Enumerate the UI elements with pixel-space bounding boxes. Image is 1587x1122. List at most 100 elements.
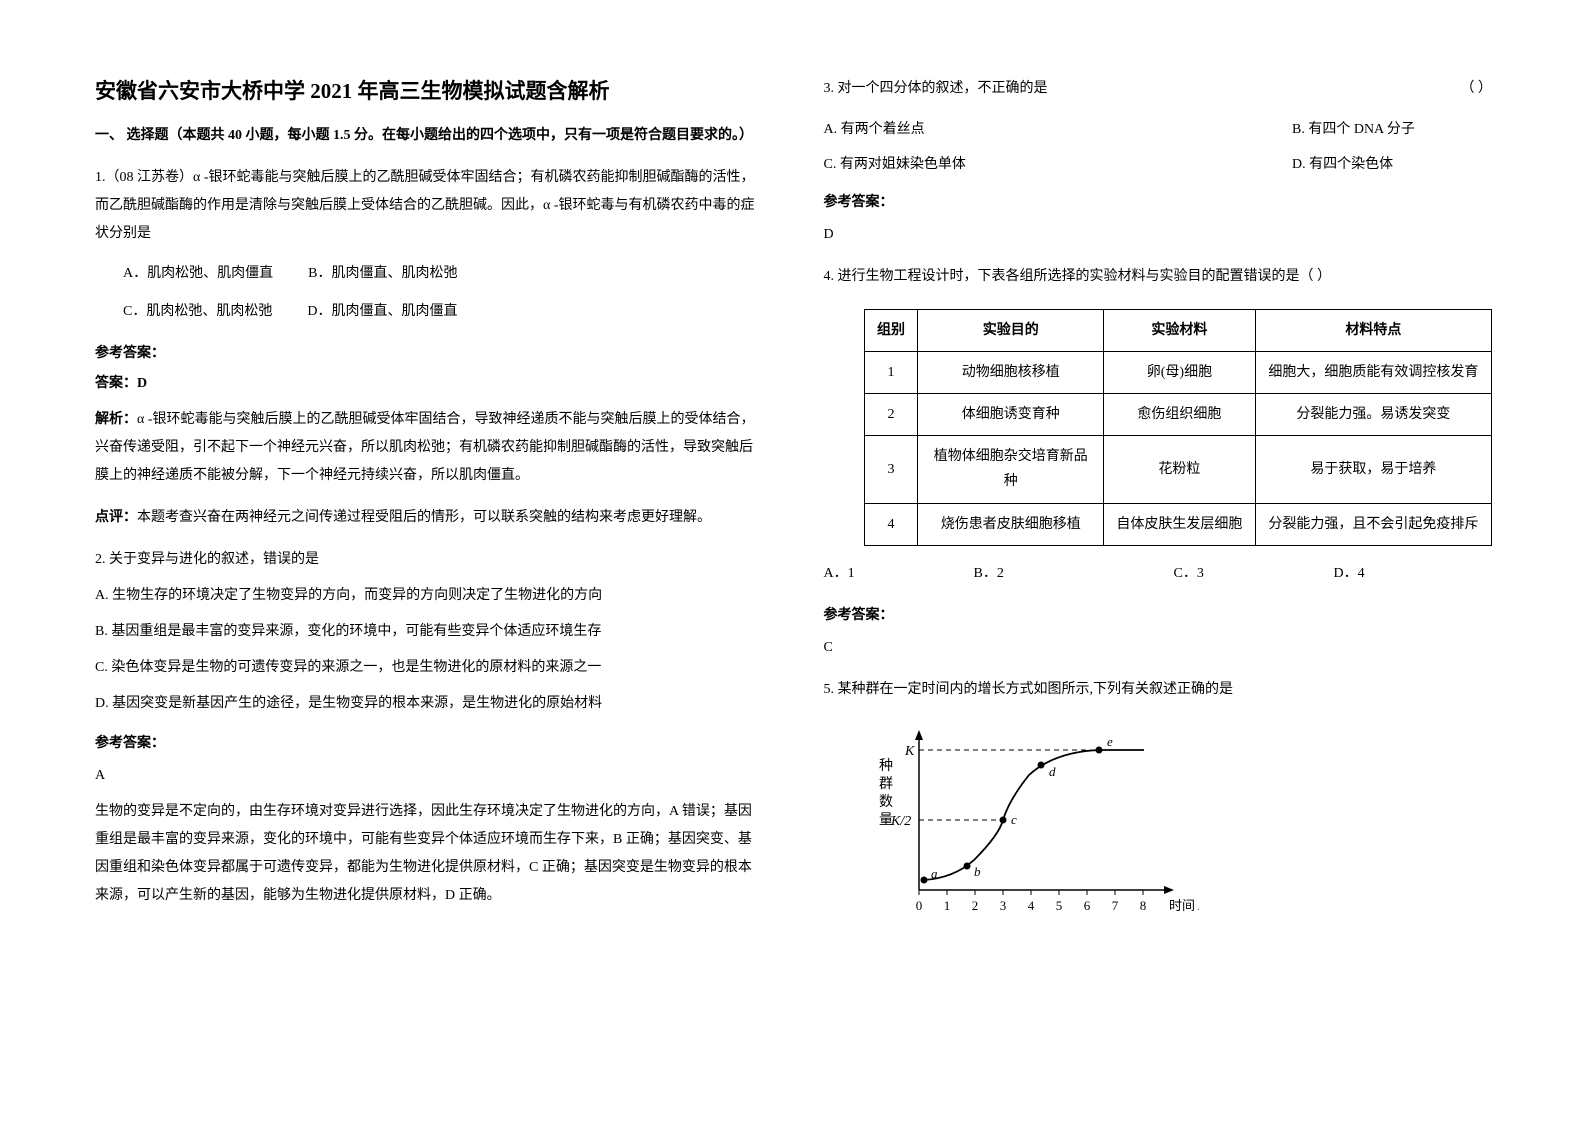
q1-options-row1: A．肌肉松弛、肌肉僵直 B．肌肉僵直、肌肉松弛 [95, 260, 764, 288]
q2-optD: D. 基因突变是新基因产生的途径，是生物变异的根本来源，是生物进化的原始材料 [95, 690, 764, 718]
td-feature: 细胞大，细胞质能有效调控核发育 [1255, 351, 1491, 393]
q3-paren: （ ） [1461, 75, 1493, 103]
q1-analysis-label: 解析： [95, 412, 137, 427]
td-feature: 分裂能力强。易诱发突变 [1255, 393, 1491, 435]
q4-optB: B．2 [974, 560, 1174, 588]
q2-answer-label: 参考答案： [95, 732, 764, 752]
left-column: 安徽省六安市大桥中学 2021 年高三生物模拟试题含解析 一、 选择题（本题共 … [95, 75, 764, 1047]
th-group: 组别 [864, 309, 918, 351]
q2-answer: A [95, 762, 764, 790]
q3-opts-row1: A. 有两个着丝点 B. 有四个 DNA 分子 [824, 115, 1493, 146]
q2-optA: A. 生物生存的环境决定了生物变异的方向，而变异的方向则决定了生物进化的方向 [95, 582, 764, 610]
q4-optD: D．4 [1334, 560, 1493, 588]
td-material: 愈伤组织细胞 [1104, 393, 1256, 435]
q1-optA: A．肌肉松弛、肌肉僵直 [123, 266, 273, 281]
q1-comment: 本题考查兴奋在两神经元之间传递过程受阻后的情形，可以联系突触的结构来考虑更好理解… [137, 510, 711, 525]
td-purpose: 植物体细胞杂交培育新品种 [918, 436, 1104, 503]
ylabel-0: 种 [879, 758, 893, 774]
q2-optC: C. 染色体变异是生物的可遗传变异的来源之一，也是生物进化的原材料的来源之一 [95, 654, 764, 682]
q2-analysis: 生物的变异是不定向的，由生存环境对变异进行选择，因此生存环境决定了生物进化的方向… [95, 798, 764, 910]
q1-answer: 答案：D [95, 372, 764, 392]
xtick-4: 4 [1027, 898, 1034, 913]
q1-text: 1.（08 江苏卷）α -银环蛇毒能与突触后膜上的乙酰胆碱受体牢固结合；有机磷农… [95, 164, 764, 248]
q3-optC: C. 有两对姐妹染色单体 [824, 150, 1293, 181]
x-label: 时间 / 年 [1169, 898, 1199, 913]
xtick-6: 6 [1083, 898, 1090, 913]
td-material: 自体皮肤生发层细胞 [1104, 503, 1256, 545]
q1-analysis-block: 解析：α -银环蛇毒能与突触后膜上的乙酰胆碱受体牢固结合，导致神经递质不能与突触… [95, 406, 764, 490]
th-material: 实验材料 [1104, 309, 1256, 351]
table-row: 2 体细胞诱变育种 愈伤组织细胞 分裂能力强。易诱发突变 [864, 393, 1492, 435]
s-curve [924, 750, 1144, 880]
th-purpose: 实验目的 [918, 309, 1104, 351]
td-material: 卵(母)细胞 [1104, 351, 1256, 393]
q4-optA: A．1 [824, 560, 974, 588]
xtick-8: 8 [1139, 898, 1146, 913]
q3-optD: D. 有四个染色体 [1292, 150, 1492, 181]
label-d: d [1049, 764, 1056, 779]
q4-table: 组别 实验目的 实验材料 材料特点 1 动物细胞核移植 卵(母)细胞 细胞大，细… [864, 309, 1493, 546]
q1-optB: B．肌肉僵直、肌肉松弛 [308, 266, 457, 281]
q1-optD: D．肌肉僵直、肌肉僵直 [307, 304, 457, 319]
td-group: 1 [864, 351, 918, 393]
td-feature: 分裂能力强，且不会引起免疫排斥 [1255, 503, 1491, 545]
k-half-label: K/2 [890, 814, 911, 829]
q4-text: 4. 进行生物工程设计时，下表各组所选择的实验材料与实验目的配置错误的是（ ） [824, 263, 1493, 291]
label-b: b [974, 864, 981, 879]
right-column: 3. 对一个四分体的叙述，不正确的是 （ ） A. 有两个着丝点 B. 有四个 … [824, 75, 1493, 1047]
section-heading: 一、 选择题（本题共 40 小题，每小题 1.5 分。在每小题给出的四个选项中，… [95, 123, 764, 150]
td-feature: 易于获取，易于培养 [1255, 436, 1491, 503]
q3-text: 3. 对一个四分体的叙述，不正确的是 [824, 75, 1048, 103]
q3-answer: D [824, 221, 1493, 249]
q1-analysis: α -银环蛇毒能与突触后膜上的乙酰胆碱受体牢固结合，导致神经递质不能与突触后膜上… [95, 412, 755, 483]
xtick-7: 7 [1111, 898, 1118, 913]
td-purpose: 烧伤患者皮肤细胞移植 [918, 503, 1104, 545]
td-group: 2 [864, 393, 918, 435]
q5-text: 5. 某种群在一定时间内的增长方式如图所示,下列有关叙述正确的是 [824, 676, 1493, 704]
q1-comment-label: 点评： [95, 510, 137, 525]
y-axis-arrow [915, 730, 923, 740]
k-label: K [904, 744, 915, 759]
q4-answer-label: 参考答案： [824, 604, 1493, 624]
xtick-5: 5 [1055, 898, 1062, 913]
label-a: a [931, 866, 938, 881]
page-title: 安徽省六安市大桥中学 2021 年高三生物模拟试题含解析 [95, 75, 764, 105]
td-group: 4 [864, 503, 918, 545]
q1-options-row2: C．肌肉松弛、肌肉松弛 D．肌肉僵直、肌肉僵直 [95, 298, 764, 326]
x-axis-arrow [1164, 886, 1174, 894]
label-c: c [1011, 812, 1017, 827]
xtick-2: 2 [971, 898, 978, 913]
table-header-row: 组别 实验目的 实验材料 材料特点 [864, 309, 1492, 351]
q4-optC: C．3 [1174, 560, 1334, 588]
point-c [999, 816, 1006, 823]
td-purpose: 动物细胞核移植 [918, 351, 1104, 393]
point-e [1095, 746, 1102, 753]
point-b [963, 862, 970, 869]
xtick-3: 3 [999, 898, 1006, 913]
q4-answer: C [824, 634, 1493, 662]
table-row: 3 植物体细胞杂交培育新品种 花粉粒 易于获取，易于培养 [864, 436, 1492, 503]
q3-header: 3. 对一个四分体的叙述，不正确的是 （ ） [824, 75, 1493, 103]
td-group: 3 [864, 436, 918, 503]
table-row: 1 动物细胞核移植 卵(母)细胞 细胞大，细胞质能有效调控核发育 [864, 351, 1492, 393]
q2-text: 2. 关于变异与进化的叙述，错误的是 [95, 546, 764, 574]
q4-options: A．1 B．2 C．3 D．4 [824, 560, 1493, 588]
xtick-1: 1 [943, 898, 950, 913]
label-e: e [1107, 734, 1113, 749]
q3-opts-row2: C. 有两对姐妹染色单体 D. 有四个染色体 [824, 150, 1493, 181]
q2-optB: B. 基因重组是最丰富的变异来源，变化的环境中，可能有些变异个体适应环境生存 [95, 618, 764, 646]
ylabel-1: 群 [879, 776, 893, 792]
point-a [920, 876, 927, 883]
ylabel-2: 数 [879, 794, 893, 810]
xtick-0: 0 [915, 898, 922, 913]
th-feature: 材料特点 [1255, 309, 1491, 351]
td-purpose: 体细胞诱变育种 [918, 393, 1104, 435]
q1-answer-label: 参考答案： [95, 342, 764, 362]
q1-comment-block: 点评：本题考查兴奋在两神经元之间传递过程受阻后的情形，可以联系突触的结构来考虑更… [95, 504, 764, 532]
td-material: 花粉粒 [1104, 436, 1256, 503]
q1-optC: C．肌肉松弛、肌肉松弛 [123, 304, 272, 319]
q3-optA: A. 有两个着丝点 [824, 115, 1293, 146]
point-d [1037, 761, 1044, 768]
q3-optB: B. 有四个 DNA 分子 [1292, 115, 1492, 146]
q5-chart: 0 1 2 3 4 5 6 7 8 时间 / 年 种 群 数 量 K K/2 a [859, 720, 1493, 925]
